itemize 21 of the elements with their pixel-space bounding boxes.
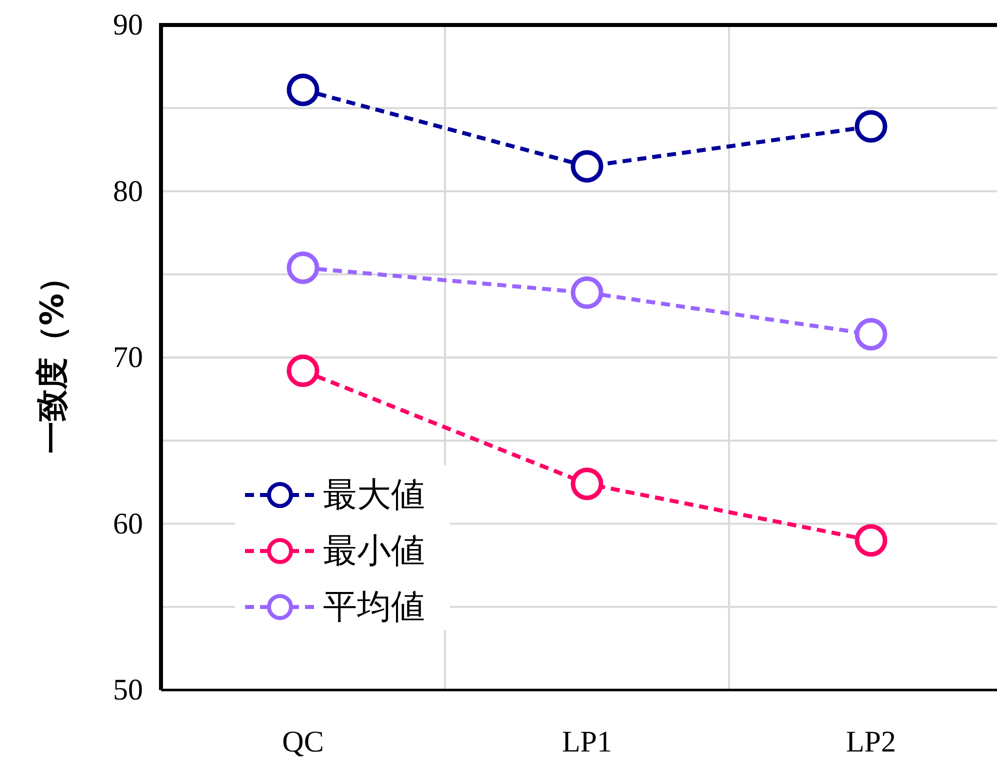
x-tick-label: LP2 bbox=[846, 726, 896, 758]
x-tick-label: LP1 bbox=[562, 726, 612, 758]
point bbox=[286, 252, 320, 284]
y-tick-label: 50 bbox=[113, 674, 143, 706]
point bbox=[570, 276, 604, 309]
point bbox=[854, 524, 888, 557]
y-tick-label: 80 bbox=[113, 174, 143, 208]
y-tick-label: 60 bbox=[113, 507, 143, 540]
point bbox=[286, 74, 320, 106]
point bbox=[854, 110, 888, 143]
point bbox=[570, 468, 604, 500]
y-axis-title: 一致度（%） bbox=[33, 261, 71, 454]
x-tick-label: QC bbox=[282, 726, 324, 758]
legend-label: 最大値 bbox=[323, 475, 425, 515]
point bbox=[854, 318, 888, 350]
y-tick-label: 70 bbox=[113, 341, 143, 374]
legend-label: 平均値 bbox=[323, 587, 425, 627]
point bbox=[286, 354, 320, 388]
legend-label: 最小値 bbox=[323, 531, 425, 571]
point bbox=[570, 150, 604, 183]
y-tick-label: 90 bbox=[113, 8, 143, 42]
